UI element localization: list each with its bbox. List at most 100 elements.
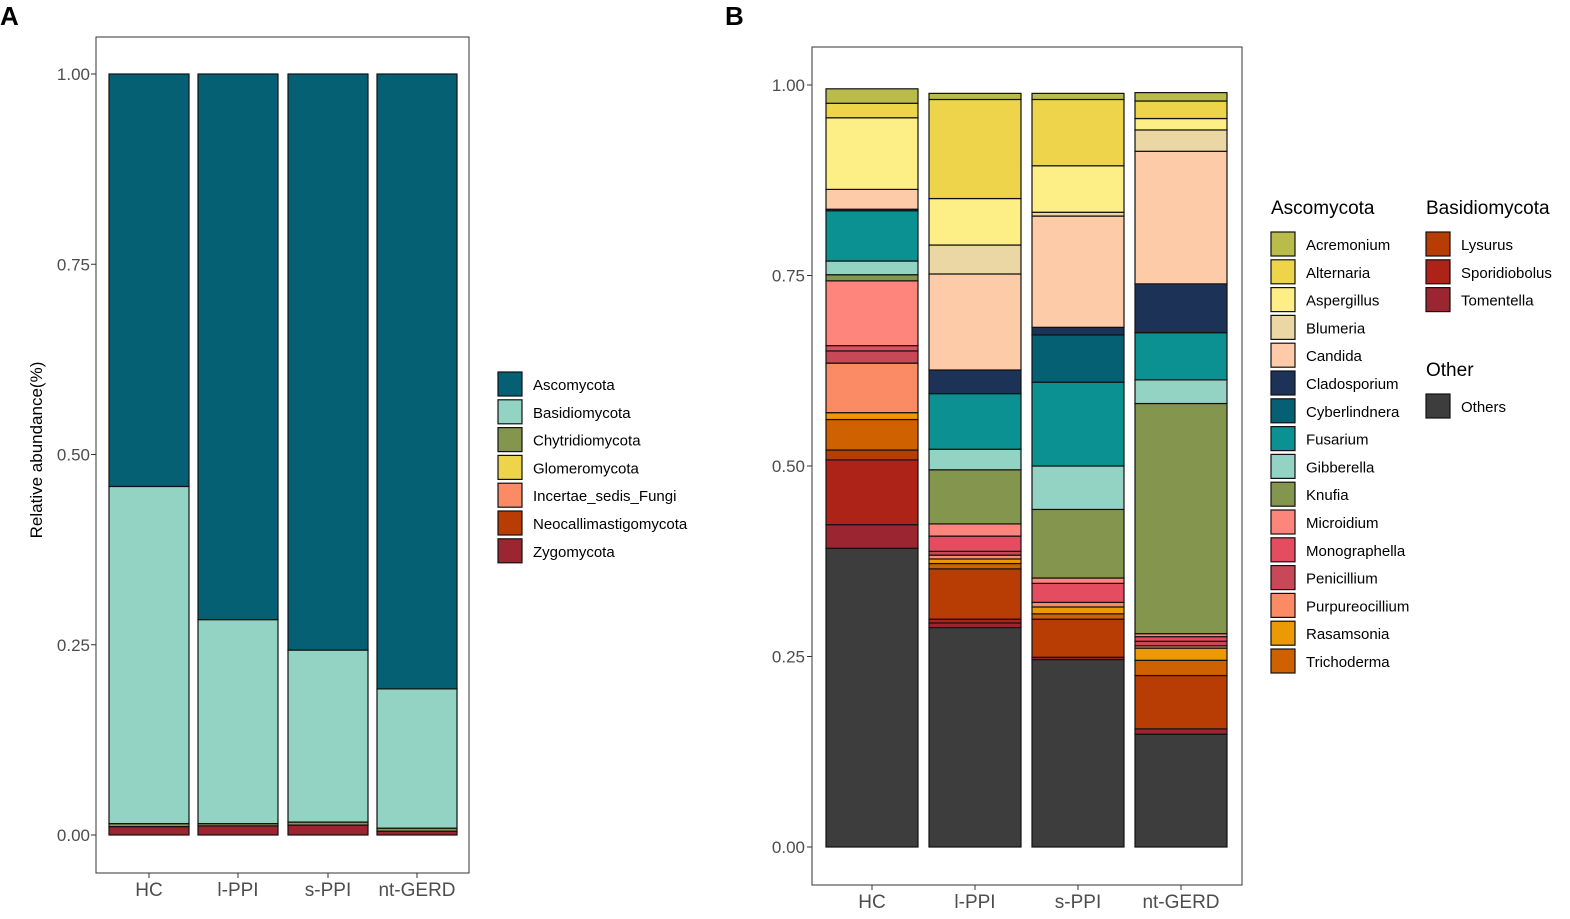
bar-segment-acremonium-hc	[825, 88, 919, 104]
legend-swatch-knufia	[1270, 481, 1296, 507]
legend-swatch-gibberella	[1270, 453, 1296, 479]
bar-segment-knufia-s-ppi	[1031, 508, 1125, 579]
legend-swatch-glomeromycota	[497, 454, 523, 480]
bar-segment-basidiomycota-nt-gerd	[376, 688, 458, 829]
legend-swatch-chytridiomycota	[497, 427, 523, 453]
legend-swatch-blumeria	[1270, 314, 1296, 340]
x-tick-label-l-ppi: l-PPI	[217, 880, 258, 901]
legend-swatch-candida	[1270, 342, 1296, 368]
y-axis-title: Relative abundance(%)	[27, 362, 46, 539]
legend-swatch-penicillium	[1270, 564, 1296, 591]
panel-label-a: A	[0, 1, 19, 31]
bar-segment-candida-l-ppi	[928, 273, 1022, 371]
bar-segment-cladosporium-nt-gerd	[1134, 283, 1228, 334]
legend-swatch-acremonium	[1270, 231, 1296, 257]
legend-swatch-aspergillus	[1270, 287, 1296, 313]
legend-swatch-purpureocillium	[1270, 592, 1296, 619]
bar-segment-gibberella-s-ppi	[1031, 465, 1125, 511]
y-tick-label: 1.00	[57, 65, 90, 84]
bar-segment-monographella-hc	[825, 345, 919, 352]
bar-segment-alternaria-s-ppi	[1031, 98, 1125, 167]
bar-segment-penicillium-nt-gerd	[1134, 640, 1228, 647]
bar-segment-aspergillus-nt-gerd	[1134, 117, 1228, 131]
bar-segment-zygomycota-s-ppi	[287, 824, 369, 836]
legend-label-cladosporium: Cladosporium	[1306, 376, 1399, 393]
bar-segment-basidiomycota-l-ppi	[197, 619, 279, 825]
legend-label-ascomycota: Ascomycota	[533, 377, 615, 394]
legend-swatch-fusarium	[1270, 426, 1296, 452]
bar-segment-cladosporium-l-ppi	[928, 369, 1022, 395]
bar-segment-cyberlindnera-s-ppi	[1031, 334, 1125, 383]
bar-segment-candida-nt-gerd	[1134, 150, 1228, 285]
legend-swatch-rasamsonia	[1270, 620, 1296, 646]
legend-swatch-alternaria	[1270, 259, 1296, 285]
legend-label-neocallimastigomycota: Neocallimastigomycota	[533, 516, 688, 533]
bar-segment-blumeria-l-ppi	[928, 244, 1022, 275]
y-tick-label: 0.75	[772, 267, 805, 286]
bar-segment-aspergillus-hc	[825, 117, 919, 190]
bar-segment-blumeria-nt-gerd	[1134, 129, 1228, 152]
bar-segment-others-nt-gerd	[1134, 733, 1228, 848]
x-tick-label-s-ppi: s-PPI	[305, 880, 351, 901]
legend-label-tomentella: Tomentella	[1461, 293, 1534, 310]
bar-segment-lysurus-hc	[825, 449, 919, 461]
chart-panel-b: B 0.00 0.25 0.50 0.75 1.00 HC l-PPI s-PPI nt-GERD	[725, 1, 1243, 913]
bar-segment-knufia-hc	[825, 274, 919, 282]
bar-segment-rasamsonia-hc	[825, 412, 919, 421]
bar-segment-acremonium-s-ppi	[1031, 92, 1125, 101]
bar-segment-alternaria-nt-gerd	[1134, 100, 1228, 120]
bar-segment-trichoderma-l-ppi	[928, 562, 1022, 570]
bar-segment-others-l-ppi	[928, 626, 1022, 848]
bar-segment-acremonium-l-ppi	[928, 92, 1022, 101]
legend-label-incertae-sedis-fungi: Incertae_sedis_Fungi	[533, 488, 676, 505]
chart-panel-a: A 0.00 0.25 0.50 0.75 1.00 Relative abundance(…	[0, 1, 470, 901]
bar-segment-aspergillus-s-ppi	[1031, 165, 1125, 213]
bar-segment-penicillium-hc	[825, 350, 919, 364]
y-tick-label: 0.50	[772, 457, 805, 476]
legend-group-title-other: Other	[1426, 360, 1474, 381]
legend-label-acremonium: Acremonium	[1306, 237, 1390, 254]
y-tick-label: 0.25	[772, 648, 805, 667]
bar-segment-ascomycota-l-ppi	[197, 73, 279, 621]
x-tick-label-l-ppi: l-PPI	[954, 892, 995, 913]
legend-swatch-neocallimastigomycota	[497, 510, 523, 536]
legend-group-title-ascomycota: Ascomycota	[1271, 198, 1375, 219]
bar-segment-purpureocillium-hc	[825, 362, 919, 414]
legend-label-penicillium: Penicillium	[1306, 571, 1378, 588]
legend-label-knufia: Knufia	[1306, 487, 1349, 504]
legend-swatch-basidiomycota	[497, 399, 523, 425]
bar-segment-gibberella-l-ppi	[928, 448, 1022, 471]
bar-segment-tomentella-l-ppi	[928, 622, 1022, 629]
bar-segment-gibberella-hc	[825, 260, 919, 276]
bar-segment-rasamsonia-nt-gerd	[1134, 647, 1228, 661]
bar-segment-cladosporium-s-ppi	[1031, 326, 1125, 336]
bar-segment-gibberella-nt-gerd	[1134, 379, 1228, 405]
x-tick-label-hc: HC	[858, 892, 885, 913]
legend-swatch-incertae-sedis-fungi	[497, 482, 523, 508]
bar-segment-monographella-l-ppi	[928, 535, 1022, 552]
bar-segment-knufia-nt-gerd	[1134, 402, 1228, 635]
bar-segment-lysurus-nt-gerd	[1134, 674, 1228, 730]
legend-label-others: Others	[1461, 399, 1506, 416]
bar-segment-basidiomycota-s-ppi	[287, 649, 369, 823]
bar-segment-monographella-nt-gerd	[1134, 636, 1228, 642]
bar-segment-rasamsonia-s-ppi	[1031, 606, 1125, 615]
bar-segment-candida-s-ppi	[1031, 215, 1125, 328]
y-tick-label: 1.00	[772, 76, 805, 95]
legend-label-zygomycota: Zygomycota	[533, 544, 615, 561]
x-tick-label-hc: HC	[135, 880, 162, 901]
bar-segment-microidium-hc	[825, 280, 919, 347]
bar-segment-trichoderma-hc	[825, 418, 919, 451]
bar-segment-microidium-s-ppi	[1031, 577, 1125, 584]
bar-segment-microidium-l-ppi	[928, 523, 1022, 537]
legend-label-trichoderma: Trichoderma	[1306, 654, 1390, 671]
bar-segment-others-hc	[825, 547, 919, 848]
legend-label-basidiomycota: Basidiomycota	[533, 405, 631, 422]
bar-segment-tomentella-nt-gerd	[1134, 728, 1228, 735]
bar-segment-ascomycota-s-ppi	[287, 73, 369, 651]
bar-segment-knufia-l-ppi	[928, 469, 1022, 525]
legend-label-sporidiobolus: Sporidiobolus	[1461, 265, 1552, 282]
y-tick-label: 0.25	[57, 636, 90, 655]
legend-swatch-others	[1425, 393, 1451, 419]
